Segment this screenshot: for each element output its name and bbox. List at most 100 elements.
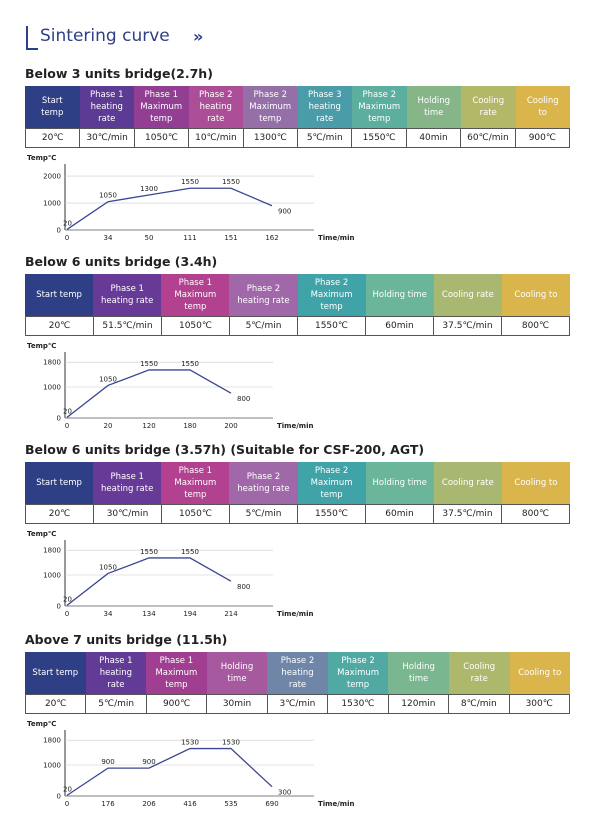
header-cell: Phase 1 heating rate	[93, 274, 162, 316]
header-cell: Start temp	[25, 462, 94, 504]
y-tick-label: 0	[57, 415, 61, 423]
y-tick-label: 0	[57, 227, 61, 235]
section: Below 6 units bridge (3.4h) Start temp Pha…	[0, 254, 595, 434]
header-cell: Cooling rate	[461, 86, 516, 128]
value-cell: 800℃	[502, 504, 570, 524]
x-tick-label: 20	[104, 422, 113, 430]
point-label: 1050	[99, 563, 117, 571]
point-label: 1050	[99, 192, 117, 200]
x-tick-label: 194	[183, 610, 197, 618]
header-cell: Phase 2 heating rate	[229, 462, 298, 504]
value-cell: 37.5℃/min	[434, 504, 502, 524]
value-cell: 20℃	[25, 316, 94, 336]
y-tick-label: 1800	[43, 359, 61, 367]
value-cell: 20℃	[25, 504, 94, 524]
section-heading: Above 7 units bridge (11.5h)	[25, 632, 228, 647]
y-tick-label: 1000	[43, 384, 61, 392]
header-cell: Phase 2 Maximum temp	[327, 652, 389, 694]
value-cell: 30℃/min	[80, 128, 135, 148]
header-cell: Cooling to	[515, 86, 570, 128]
y-tick-label: 2000	[43, 173, 61, 181]
value-cell: 900℃	[146, 694, 208, 714]
y-tick-label: 1000	[43, 200, 61, 208]
value-cell: 20℃	[25, 694, 87, 714]
chart: Temp℃ Time/min 0 1000 1800 20 900 900 1530 1530 30…	[27, 720, 354, 808]
value-cell: 900℃	[515, 128, 571, 148]
point-label: 1530	[181, 739, 199, 747]
value-cell: 300℃	[509, 694, 570, 714]
x-tick-label: 151	[224, 234, 237, 242]
header-cell: Cooling rate	[433, 462, 502, 504]
spec-table: Start temp Phase 1 heating rate Phase 1 Ma…	[25, 274, 570, 336]
header-cell: Phase 2 heating rate	[229, 274, 298, 316]
header-cell: Phase 1 Maximum temp	[161, 462, 230, 504]
section: Below 6 units bridge (3.57h) (Suitable f…	[0, 442, 595, 622]
value-cell: 60min	[366, 504, 434, 524]
header-cell: Start temp	[25, 652, 86, 694]
header-cell: Cooling to	[501, 274, 570, 316]
point-label: 900	[101, 758, 114, 766]
header-cell: Start temp	[25, 86, 80, 128]
header-cell: Phase 3 heating rate	[297, 86, 352, 128]
x-axis-label: Time/min	[318, 800, 354, 808]
value-cell: 1050℃	[162, 504, 230, 524]
section-heading: Below 3 units bridge(2.7h)	[25, 66, 213, 81]
x-tick-label: 111	[183, 234, 196, 242]
chart: Temp℃ Time/min 0 1000 2000 20 1050 1300 1550 1550…	[27, 154, 354, 242]
header-cell: Cooling to	[501, 462, 570, 504]
point-label: 1550	[181, 178, 199, 186]
point-label: 20	[63, 219, 72, 227]
x-tick-label: 416	[183, 800, 197, 808]
y-axis-label: Temp℃	[27, 154, 56, 162]
header-cell: Cooling to	[509, 652, 571, 694]
x-tick-label: 176	[101, 800, 115, 808]
value-cell: 30min	[207, 694, 268, 714]
x-tick-label: 206	[142, 800, 156, 808]
point-label: 1050	[99, 375, 117, 383]
header-cell: Phase 1 heating rate	[85, 652, 147, 694]
point-label: 900	[278, 208, 291, 216]
header-cell: Holding time	[388, 652, 449, 694]
value-cell: 5℃/min	[298, 128, 353, 148]
header-cell: Phase 2 heating rate	[188, 86, 243, 128]
temperature-line	[66, 187, 273, 230]
value-cell: 20℃	[25, 128, 81, 148]
header-cell: Holding time	[406, 86, 461, 128]
point-label: 20	[63, 595, 72, 603]
header-row: Start temp Phase 1 heating rate Phase 1 Ma…	[25, 274, 570, 316]
page-title: Sintering curve	[40, 26, 170, 46]
y-tick-label: 1800	[43, 547, 61, 555]
point-label: 800	[237, 583, 250, 591]
x-tick-label: 120	[142, 422, 155, 430]
x-tick-label: 690	[265, 800, 278, 808]
y-tick-label: 0	[57, 603, 61, 611]
point-label: 1300	[140, 185, 158, 193]
point-label: 1550	[140, 548, 158, 556]
header-cell: Phase 2 Maximum temp	[297, 462, 366, 504]
x-tick-label: 34	[104, 234, 113, 242]
y-tick-label: 1000	[43, 762, 61, 770]
spec-table: Start temp Phase 1 heating rate Phase 1 Ma…	[25, 652, 571, 714]
header-cell: Holding time	[206, 652, 268, 694]
x-axis-label: Time/min	[318, 234, 354, 242]
chart: Temp℃ Time/min 0 1000 1800 20 1050 1550 1550 800 0…	[27, 530, 313, 618]
y-axis-label: Temp℃	[27, 342, 56, 350]
header-cell: Phase 2 Maximum temp	[297, 274, 366, 316]
value-row: 20℃ 51.5℃/min 1050℃ 5℃/min 1550℃ 60min 37.5℃/m…	[25, 316, 570, 336]
x-tick-label: 50	[145, 234, 154, 242]
temperature-line	[66, 747, 273, 796]
header-row: Start temp Phase 1 heating rate Phase 1 Ma…	[25, 652, 571, 694]
header-cell: Holding time	[365, 274, 434, 316]
x-tick-label: 34	[104, 610, 113, 618]
value-cell: 40min	[406, 128, 462, 148]
point-label: 800	[237, 395, 250, 403]
header-cell: Start temp	[25, 274, 94, 316]
value-cell: 1550℃	[352, 128, 407, 148]
value-cell: 5℃/min	[230, 316, 298, 336]
x-tick-label: 535	[224, 800, 237, 808]
point-label: 20	[63, 407, 72, 415]
header-cell: Phase 1 heating rate	[79, 86, 134, 128]
value-cell: 37.5℃/min	[434, 316, 502, 336]
y-axis-label: Temp℃	[27, 530, 56, 538]
